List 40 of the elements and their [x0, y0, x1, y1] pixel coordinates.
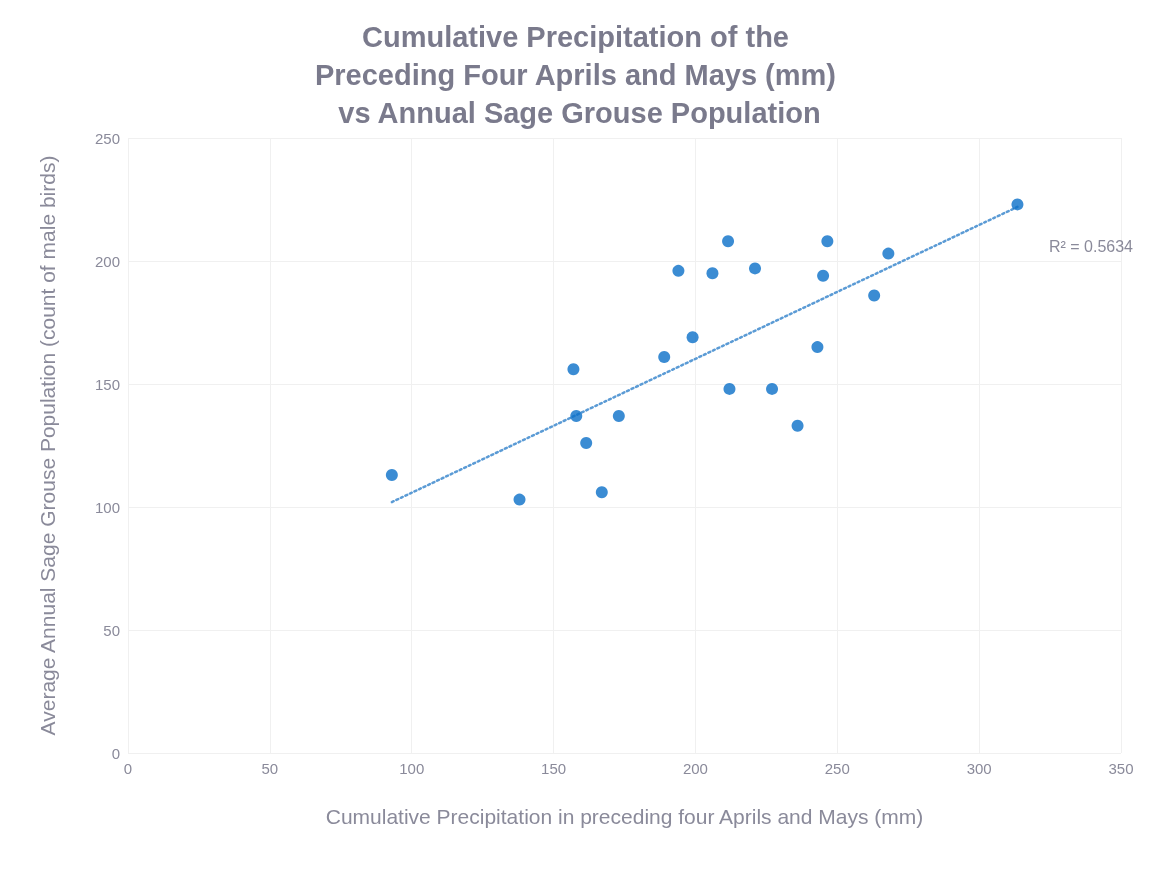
point [821, 235, 834, 248]
point [1011, 198, 1024, 211]
point [570, 409, 583, 422]
point [672, 264, 685, 277]
x-tick-label: 100 [399, 760, 425, 777]
point [612, 409, 625, 422]
point [580, 437, 593, 450]
chart-title: Cumulative Precipitation of the Preceding Four Aprils and Mays (mm) vs Annual Sage Grouse Population [314, 21, 845, 129]
point [868, 289, 881, 302]
point [749, 262, 762, 275]
x-tick-label: 200 [682, 760, 708, 777]
x-axis-title: Cumulative Precipitation in preceding four Aprils and Mays (mm) [325, 804, 924, 828]
y-tick-label: 100 [94, 498, 120, 516]
point [723, 382, 736, 395]
x-tick-label: 150 [541, 760, 567, 777]
x-tick-label: 350 [1108, 760, 1134, 777]
point [686, 331, 699, 344]
point [595, 486, 608, 499]
point [817, 269, 830, 282]
x-tick-label: 50 [261, 760, 279, 777]
point [882, 247, 895, 260]
point [706, 267, 719, 280]
x-tick-label: 250 [824, 760, 850, 777]
point [567, 363, 580, 376]
point [658, 350, 671, 363]
point [766, 382, 779, 395]
y-tick-label: 50 [103, 621, 120, 639]
x-tick-label: 300 [966, 760, 992, 777]
point [791, 419, 804, 432]
x-tick-label: 0 [123, 760, 133, 777]
point [385, 469, 398, 482]
point [722, 235, 735, 248]
point [811, 341, 824, 354]
point [513, 493, 526, 506]
y-axis-title: Average Annual Sage Grouse Population (count of male birds) [36, 155, 59, 736]
y-tick-label: 150 [94, 375, 120, 393]
annotation: R² = 0.5634 [1048, 237, 1134, 255]
y-tick-label: 0 [111, 744, 120, 762]
y-tick-label: 200 [94, 252, 120, 270]
y-tick-label: 250 [94, 129, 120, 147]
